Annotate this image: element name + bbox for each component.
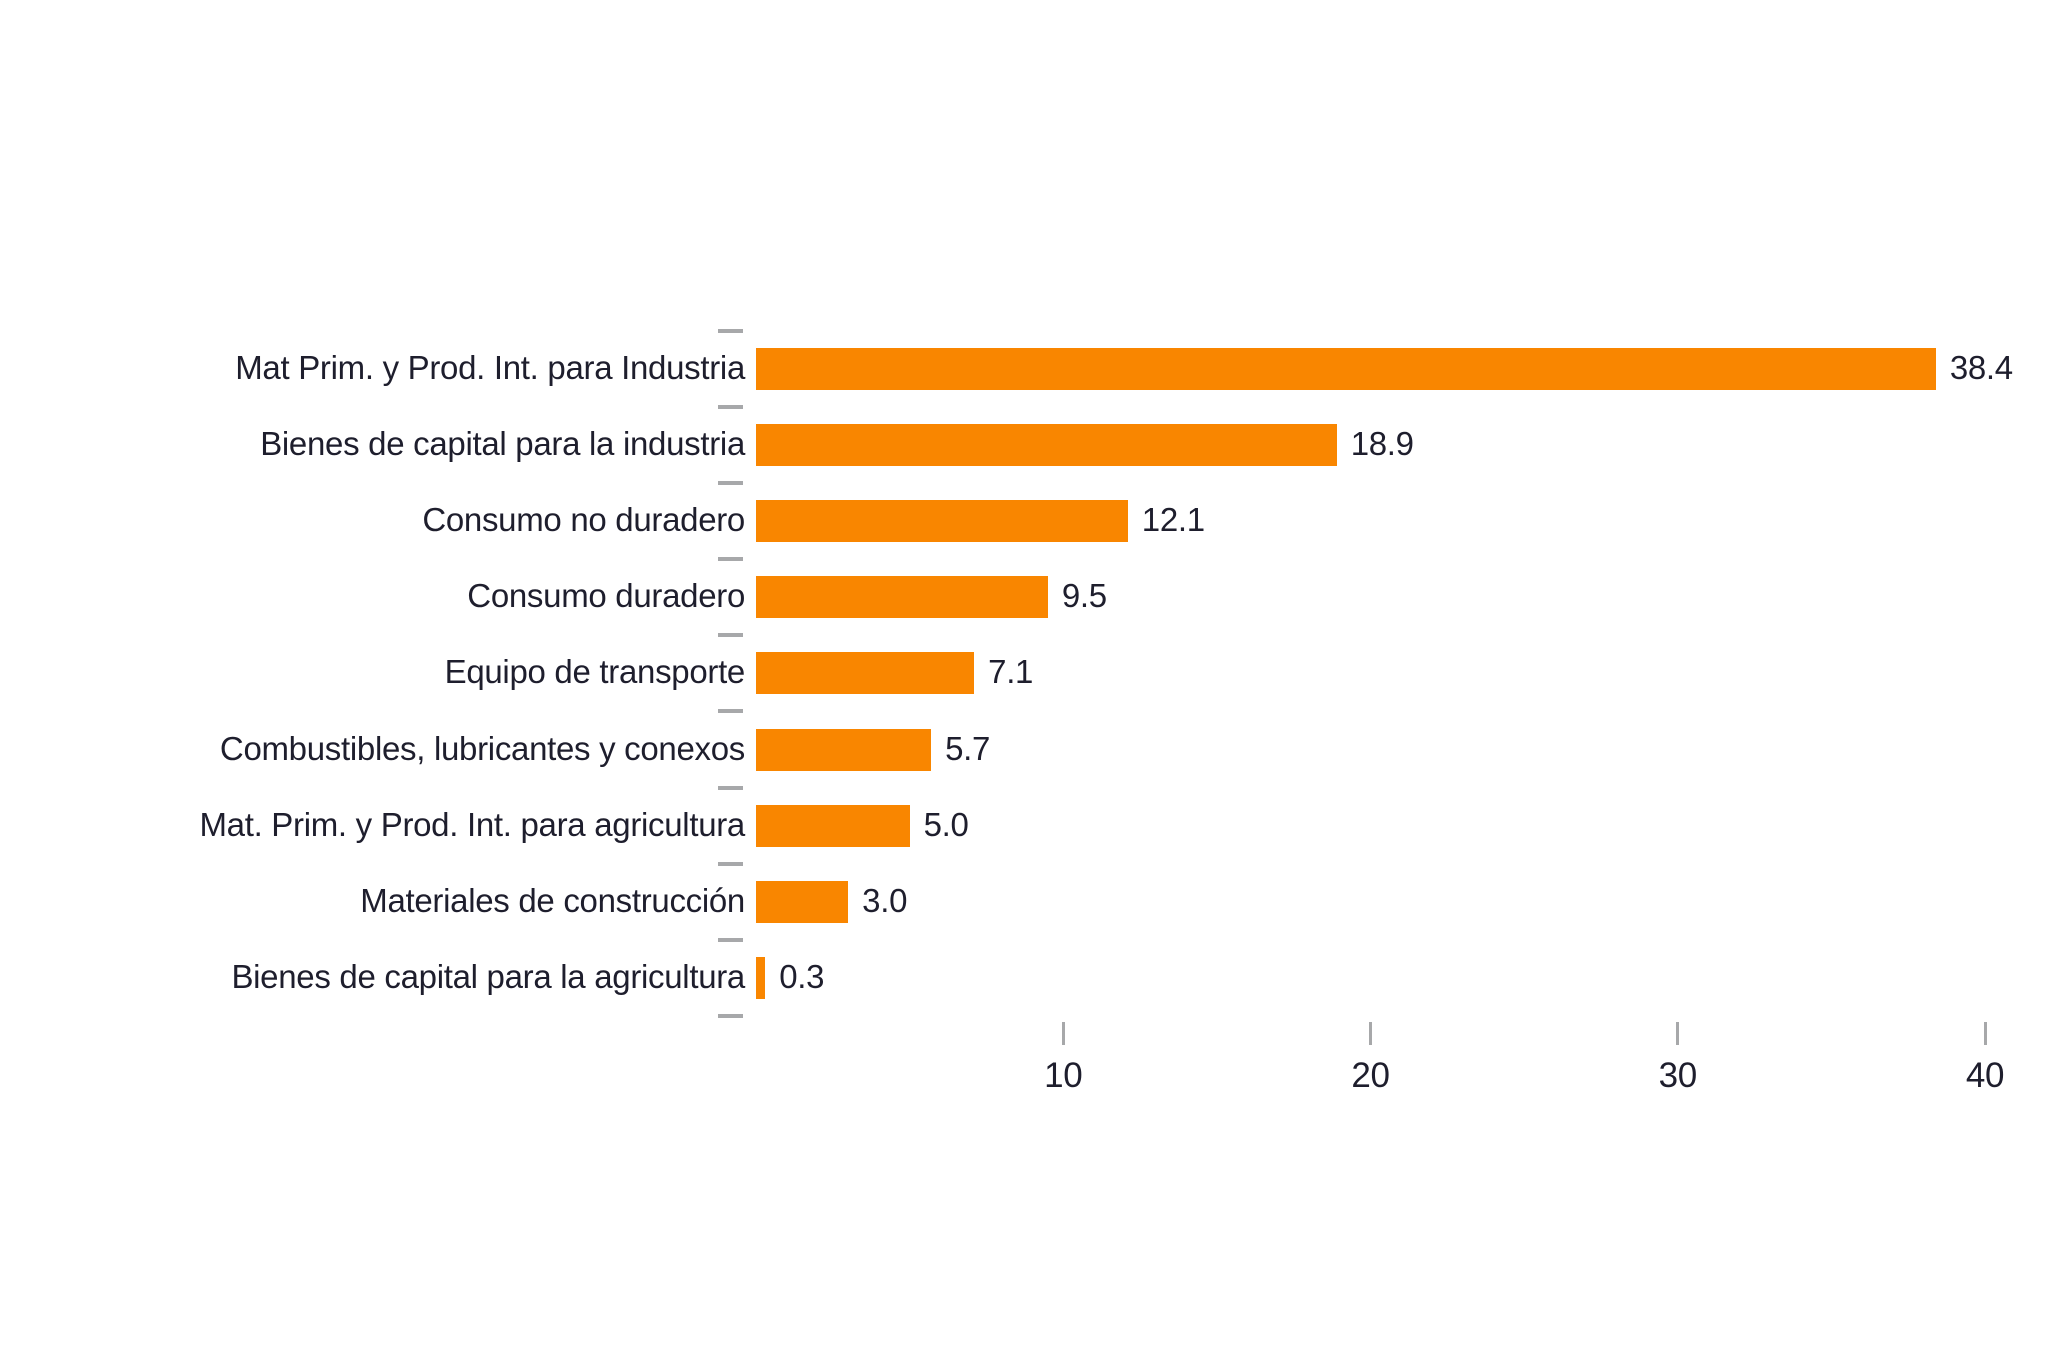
x-axis-tick-label: 30 — [1658, 1056, 1698, 1095]
bar — [756, 652, 975, 695]
value-label: 0.3 — [779, 958, 825, 996]
category-label: Combustibles, lubricantes y conexos — [219, 729, 745, 767]
y-axis-tick-dash — [718, 1013, 743, 1018]
bar — [756, 728, 932, 771]
bar — [756, 956, 766, 999]
category-label: Materiales de construcción — [360, 881, 745, 919]
y-axis-tick-dash — [718, 405, 743, 410]
category-label: Mat Prim. y Prod. Int. para Industria — [235, 349, 745, 387]
category-label: Bienes de capital para la agricultura — [231, 958, 745, 996]
value-label: 12.1 — [1141, 501, 1205, 539]
category-label: Mat. Prim. y Prod. Int. para agricultura — [199, 805, 745, 843]
x-axis-tick-line — [1061, 1022, 1065, 1045]
x-axis-tick-label: 20 — [1351, 1056, 1390, 1095]
value-label: 3.0 — [862, 881, 908, 919]
y-axis-tick-dash — [718, 785, 743, 790]
value-label: 9.5 — [1061, 577, 1107, 615]
y-axis-tick-dash — [718, 861, 743, 866]
category-label: Consumo duradero — [467, 577, 745, 615]
x-axis-tick-label: 40 — [1965, 1056, 2005, 1095]
category-label: Consumo no duradero — [422, 501, 745, 539]
x-axis-tick-line — [1676, 1022, 1680, 1045]
bar — [756, 576, 1048, 619]
y-axis-tick-dash — [718, 633, 743, 638]
value-label: 7.1 — [988, 653, 1034, 691]
y-axis-tick-dash — [718, 481, 743, 486]
x-axis-tick-label: 10 — [1044, 1056, 1083, 1095]
value-label: 5.0 — [923, 805, 969, 843]
bar — [756, 424, 1337, 467]
y-axis-tick-dash — [718, 937, 743, 942]
x-axis-tick-line — [1369, 1022, 1372, 1045]
category-label: Equipo de transporte — [444, 653, 746, 691]
y-axis-tick-dash — [718, 557, 743, 562]
bar — [756, 348, 1936, 390]
y-axis-tick-dash — [718, 709, 743, 714]
category-label: Bienes de capital para la industria — [260, 425, 745, 463]
value-label: 18.9 — [1350, 425, 1414, 463]
y-axis-tick-dash — [718, 328, 743, 333]
bar — [756, 804, 910, 847]
bar — [756, 880, 849, 923]
value-label: 5.7 — [945, 729, 991, 767]
x-axis-tick-line — [1983, 1022, 1987, 1045]
value-label: 38.4 — [1949, 349, 2013, 387]
bar — [756, 500, 1128, 543]
